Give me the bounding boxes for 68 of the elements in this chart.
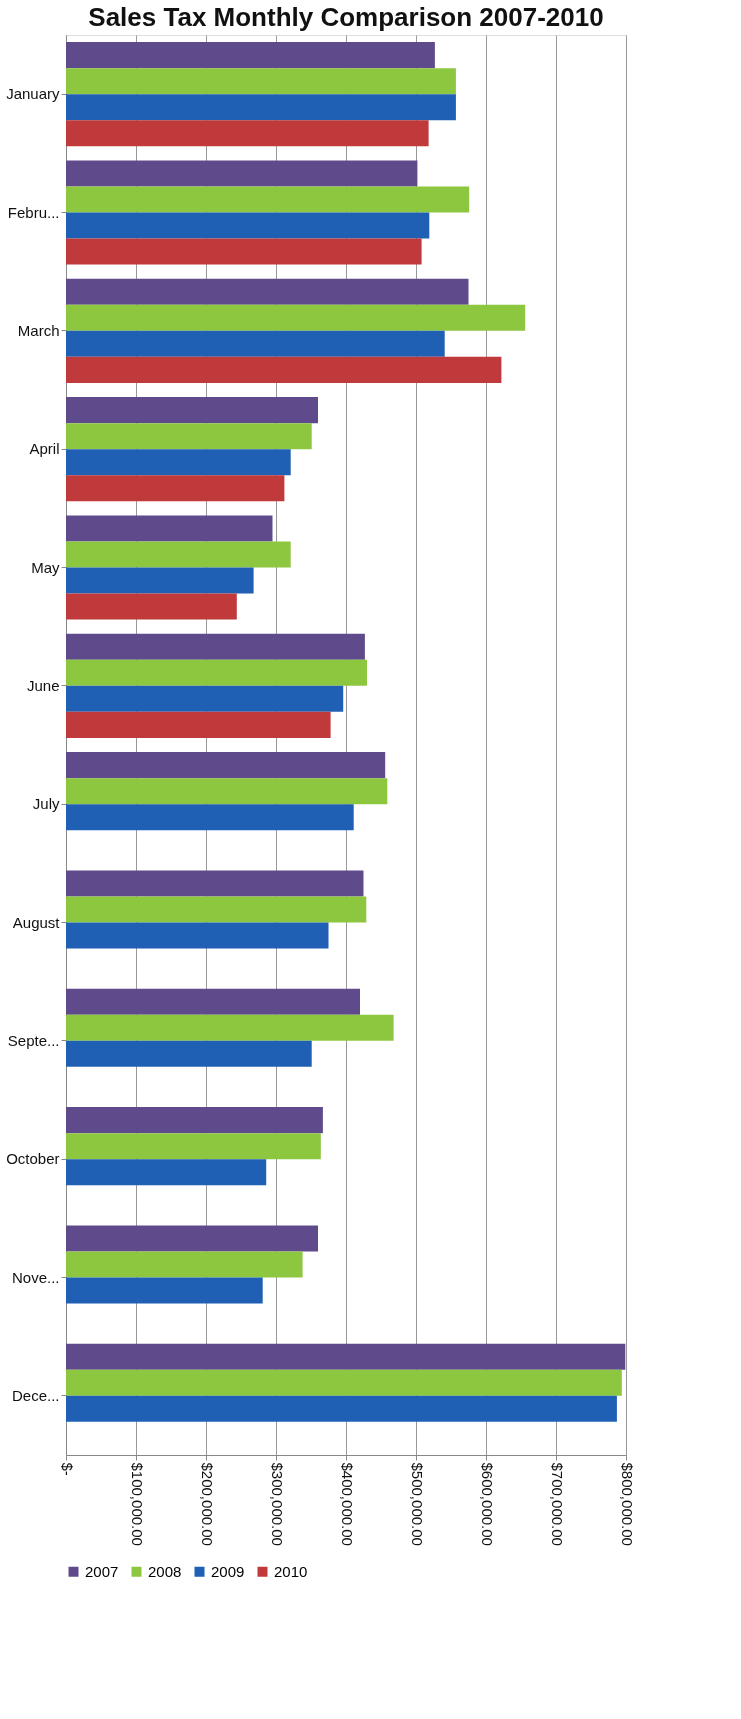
y-tick-label: Dece...: [11, 1386, 60, 1404]
x-tick-label: $600,000.00: [478, 1462, 496, 1546]
bar: [66, 1343, 626, 1370]
x-tick-label: $700,000.00: [548, 1462, 566, 1546]
bar: [66, 870, 364, 897]
x-tick-label: $500,000.00: [408, 1462, 426, 1546]
legend-label: 2008: [148, 1562, 182, 1580]
bar: [66, 1277, 263, 1304]
y-tick-label: Septe...: [7, 1031, 60, 1049]
bar: [66, 94, 456, 121]
bar: [66, 356, 502, 383]
bar: [66, 515, 273, 542]
bar: [66, 1014, 394, 1041]
y-tick-label: Febru...: [7, 203, 60, 221]
legend-label: 2010: [274, 1562, 308, 1580]
legend-label: 2009: [211, 1562, 245, 1580]
bar: [66, 711, 331, 738]
bar: [66, 42, 435, 69]
x-tick-label: $-: [58, 1462, 76, 1476]
bar: [66, 659, 367, 686]
y-tick-label: June: [26, 676, 60, 694]
bar: [66, 593, 237, 620]
bar: [66, 1159, 267, 1186]
bar: [66, 1251, 303, 1278]
bar: [66, 685, 344, 712]
x-tick-label: $300,000.00: [268, 1462, 286, 1546]
bar: [66, 68, 456, 95]
bar: [66, 304, 526, 331]
bar: [66, 1107, 323, 1134]
bar: [66, 804, 354, 831]
bar: [66, 330, 445, 357]
bar: [66, 633, 365, 660]
bar: [66, 186, 470, 213]
bar: [66, 397, 318, 424]
bar: [66, 567, 254, 594]
bar: [66, 120, 429, 147]
bar: [66, 1040, 312, 1067]
y-tick-label: October: [6, 1150, 60, 1168]
bar: [66, 922, 329, 949]
bar: [66, 988, 360, 1015]
bar: [66, 1133, 321, 1160]
y-tick-label: Nove...: [11, 1268, 60, 1286]
bar: [66, 1225, 318, 1252]
x-tick-label: $200,000.00: [198, 1462, 216, 1546]
bar: [66, 278, 469, 305]
y-tick-label: July: [32, 795, 60, 813]
bar: [66, 778, 388, 805]
bar: [66, 160, 418, 187]
bar: [66, 423, 312, 450]
bar: [66, 1369, 622, 1396]
y-tick-label: April: [29, 440, 60, 458]
bar: [66, 541, 291, 568]
bar: [66, 475, 285, 502]
x-tick-label: $100,000.00: [128, 1462, 146, 1546]
y-tick-label: January: [6, 85, 60, 103]
x-tick-label: $800,000.00: [618, 1462, 636, 1546]
bar: [66, 212, 430, 239]
bar: [66, 752, 386, 779]
y-tick-label: May: [31, 558, 60, 576]
bar: [66, 896, 367, 923]
y-tick-label: August: [12, 913, 61, 931]
y-tick-label: March: [17, 321, 60, 339]
bar: [66, 1395, 617, 1422]
x-tick-label: $400,000.00: [338, 1462, 356, 1546]
bar: [66, 449, 291, 476]
chart-title: Sales Tax Monthly Comparison 2007-2010: [88, 2, 604, 32]
legend-label: 2007: [85, 1562, 119, 1580]
bar: [66, 238, 422, 265]
